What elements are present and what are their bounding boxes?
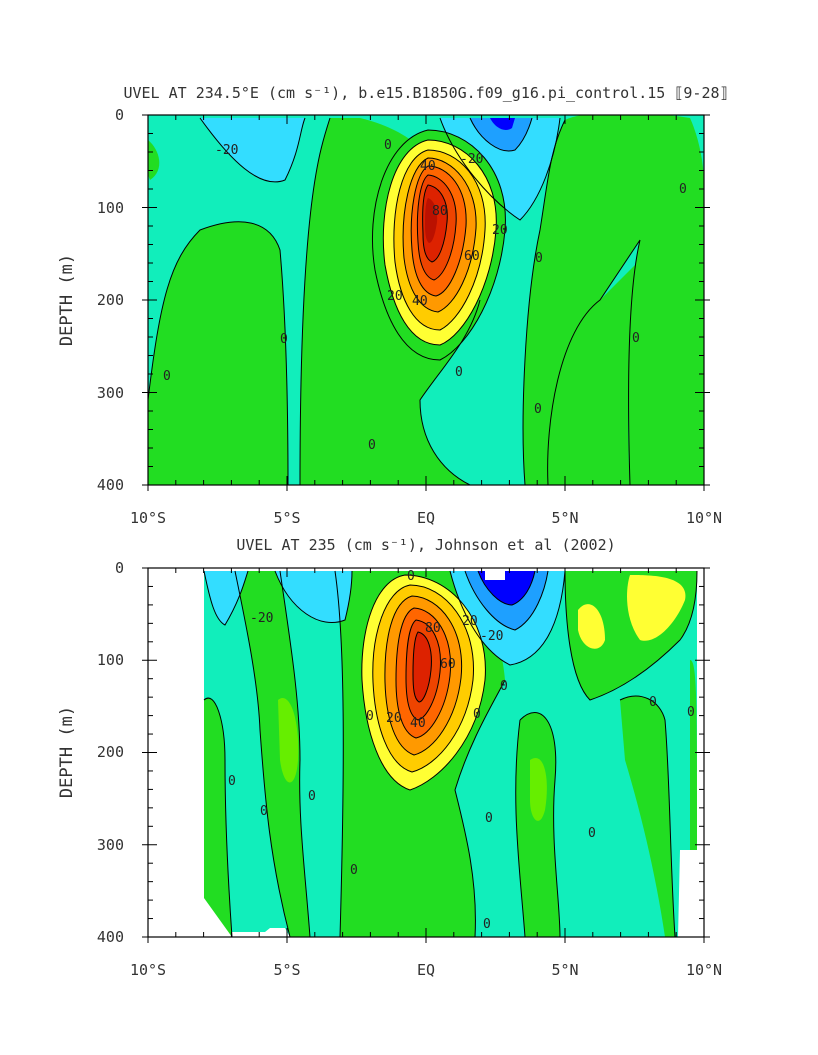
contour-label: 20 — [386, 711, 402, 726]
x-tick-label: EQ — [417, 961, 435, 979]
contour-label: 0 — [366, 709, 374, 724]
contour-label: 0 — [350, 863, 358, 878]
pos-core-east — [578, 604, 605, 649]
contour-label: -20 — [215, 143, 238, 158]
x-tick-label: EQ — [417, 509, 435, 527]
contour-labels: -20 -20 0 0 0 0 0 0 0 0 0 0 0 0 0 20 20 … — [228, 569, 695, 932]
contour-label: -20 — [250, 611, 273, 626]
neg-core-north-strong — [490, 118, 515, 130]
contour-label: 0 — [649, 695, 657, 710]
y-tick-label: 400 — [97, 476, 124, 494]
x-tick-label: 5°N — [551, 961, 578, 979]
contour-label: 0 — [455, 365, 463, 380]
x-tick-label: 5°S — [273, 509, 300, 527]
contour-label: 20 — [387, 289, 403, 304]
pos-band — [620, 696, 675, 937]
x-tick-label: 10°S — [130, 509, 166, 527]
contour-label: 0 — [588, 826, 596, 841]
y-tick-label: 300 — [97, 384, 124, 402]
pos-band — [235, 571, 310, 937]
y-tick-label: 0 — [115, 106, 124, 124]
contour-label: 0 — [308, 789, 316, 804]
x-axis: 10°S 5°S EQ 5°N 10°N — [130, 961, 722, 979]
y-tick-label: 0 — [115, 559, 124, 577]
y-tick-label: 100 — [97, 651, 124, 669]
contour-label: 0 — [687, 705, 695, 720]
contour-label: 60 — [440, 657, 456, 672]
contour-label: 40 — [412, 294, 428, 309]
y-axis: 0 100 200 300 400 DEPTH (m) — [57, 559, 124, 946]
contour-label: 0 — [280, 332, 288, 347]
axis-ticks — [142, 114, 710, 491]
pos-band-core — [530, 758, 547, 821]
pos-band — [690, 660, 697, 850]
y-tick-label: 200 — [97, 743, 124, 761]
x-tick-label: 5°S — [273, 961, 300, 979]
y-tick-label: 300 — [97, 836, 124, 854]
contour-labels: -20 -20 0 0 0 0 0 0 0 0 0 20 20 40 40 60… — [163, 138, 687, 453]
neg-region-north — [440, 118, 560, 220]
y-tick-label: 200 — [97, 291, 124, 309]
undercurrent — [361, 575, 486, 790]
y-tick-label: 100 — [97, 199, 124, 217]
contour-label: 0 — [534, 402, 542, 417]
contour-label: 40 — [420, 159, 436, 174]
contour-label: 0 — [407, 569, 415, 584]
neg-region-south — [200, 118, 305, 182]
chart-title: UVEL AT 235 (cm s⁻¹), Johnson et al (200… — [236, 536, 615, 554]
contour-label: -20 — [460, 152, 483, 167]
pos-region-east — [523, 115, 704, 485]
contour-label: 0 — [485, 811, 493, 826]
contour-label: -20 — [480, 629, 503, 644]
contour-fill — [148, 568, 704, 937]
y-axis-label: DEPTH (m) — [57, 706, 77, 798]
contour-lines — [203, 570, 698, 937]
panel-model: UVEL AT 234.5°E (cm s⁻¹), b.e15.B1850G.f… — [57, 84, 729, 527]
y-axis-label: DEPTH (m) — [57, 254, 77, 346]
contour-label: 0 — [163, 369, 171, 384]
x-tick-label: 10°N — [686, 961, 722, 979]
contour-label: 80 — [425, 621, 441, 636]
contour-label: 0 — [500, 679, 508, 694]
neg-core-north — [470, 118, 532, 151]
contour-label: 0 — [228, 774, 236, 789]
no-data-gap — [485, 568, 505, 580]
pos-band — [204, 698, 232, 937]
contour-label: 20 — [492, 223, 508, 238]
contour-label: 80 — [432, 204, 448, 219]
pos-band-core — [278, 698, 299, 783]
contour-label: 0 — [384, 138, 392, 153]
contour-fill — [148, 115, 704, 485]
pos-band — [515, 712, 560, 937]
axis-ticks — [142, 567, 710, 943]
chart-title: UVEL AT 234.5°E (cm s⁻¹), b.e15.B1850G.f… — [123, 84, 728, 102]
x-tick-label: 5°N — [551, 509, 578, 527]
y-tick-label: 400 — [97, 928, 124, 946]
x-axis: 10°S 5°S EQ 5°N 10°N — [130, 509, 722, 527]
contour-label: 40 — [410, 716, 426, 731]
contour-label: 0 — [473, 707, 481, 722]
x-tick-label: 10°S — [130, 961, 166, 979]
contour-label: 0 — [679, 182, 687, 197]
contour-label: 20 — [462, 614, 478, 629]
y-axis: 0 100 200 300 400 DEPTH (m) — [57, 106, 124, 494]
contour-label: 0 — [483, 917, 491, 932]
contour-label: 0 — [260, 804, 268, 819]
x-tick-label: 10°N — [686, 509, 722, 527]
contour-label: 0 — [368, 438, 376, 453]
pos-core-east — [627, 575, 686, 641]
contour-label: 0 — [632, 331, 640, 346]
panel-observations: UVEL AT 235 (cm s⁻¹), Johnson et al (200… — [57, 536, 722, 979]
contour-lines — [148, 117, 641, 485]
contour-label: 0 — [535, 251, 543, 266]
neg-region-south — [275, 571, 352, 623]
contour-label: 60 — [464, 249, 480, 264]
